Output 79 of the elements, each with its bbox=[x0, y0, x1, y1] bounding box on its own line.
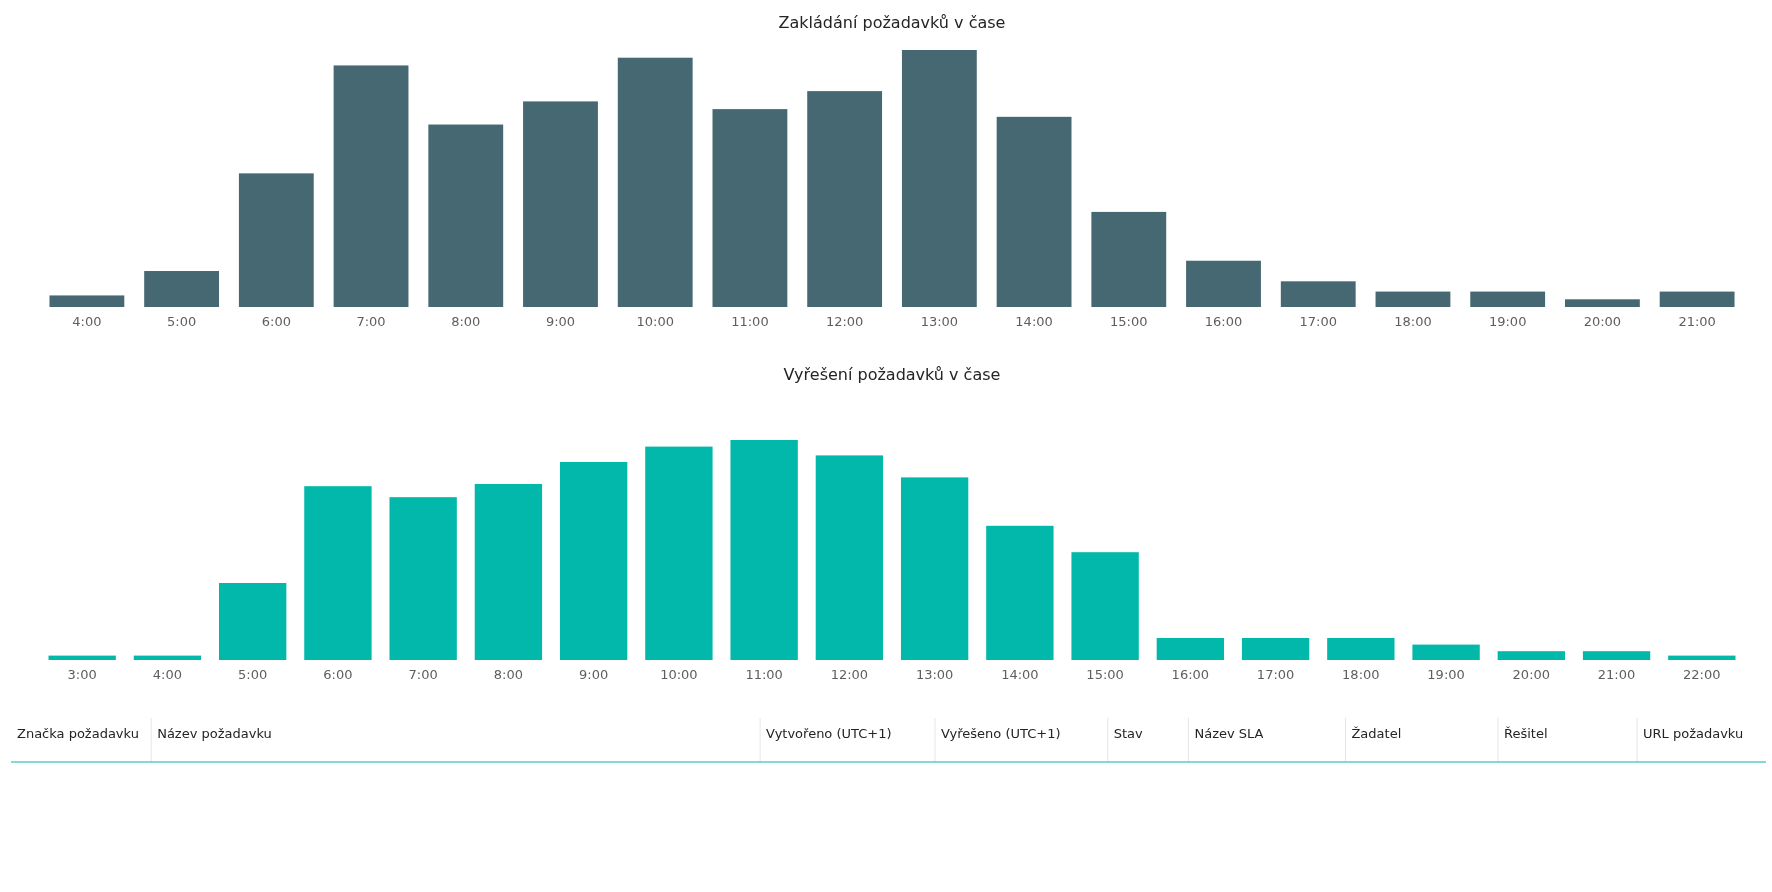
bar bbox=[144, 271, 220, 307]
x-tick-label: 19:00 bbox=[1427, 667, 1465, 683]
x-tick-label: 12:00 bbox=[825, 314, 864, 330]
x-tick-label: 11:00 bbox=[731, 314, 769, 330]
bar bbox=[133, 655, 202, 660]
bar bbox=[807, 91, 883, 307]
bar bbox=[996, 116, 1072, 307]
bar bbox=[1156, 638, 1225, 660]
bar bbox=[1241, 638, 1310, 660]
x-tick-label: 13:00 bbox=[920, 314, 959, 330]
x-tick-label: 9:00 bbox=[545, 314, 576, 330]
bar bbox=[1071, 552, 1139, 660]
bar bbox=[474, 484, 543, 660]
bar bbox=[901, 50, 977, 307]
x-tick-label: 21:00 bbox=[1678, 314, 1716, 330]
bar bbox=[428, 124, 504, 307]
bar bbox=[1470, 291, 1546, 307]
x-tick-label: 3:00 bbox=[67, 667, 97, 683]
chart-title: Zakládání požadavků v čase bbox=[778, 13, 1006, 32]
x-tick-label: 10:00 bbox=[660, 667, 698, 683]
x-tick-label: 7:00 bbox=[356, 314, 386, 330]
bar bbox=[49, 295, 125, 307]
bar bbox=[48, 655, 116, 660]
x-tick-label: 16:00 bbox=[1171, 667, 1210, 683]
x-tick-label: 14:00 bbox=[1001, 667, 1039, 683]
bar bbox=[304, 486, 372, 660]
bar bbox=[986, 525, 1054, 660]
x-tick-label: 12:00 bbox=[830, 667, 869, 683]
bar bbox=[389, 497, 457, 660]
bar bbox=[1327, 638, 1395, 660]
bar bbox=[1412, 644, 1480, 660]
x-tick-label: 15:00 bbox=[1110, 314, 1148, 330]
x-tick-label: 16:00 bbox=[1204, 314, 1243, 330]
x-tick-label: 15:00 bbox=[1086, 667, 1124, 683]
x-tick-label: 6:00 bbox=[261, 314, 291, 330]
bar bbox=[333, 65, 409, 307]
bar bbox=[1280, 281, 1356, 307]
x-tick-label: 7:00 bbox=[408, 667, 438, 683]
x-tick-label: 21:00 bbox=[1597, 667, 1636, 683]
x-tick-label: 6:00 bbox=[323, 667, 353, 683]
chart-title: Vyřešení požadavků v čase bbox=[783, 365, 1001, 384]
x-tick-label: 13:00 bbox=[915, 667, 954, 683]
bar bbox=[617, 57, 693, 307]
x-tick-label: 9:00 bbox=[579, 667, 609, 683]
x-tick-label: 14:00 bbox=[1015, 314, 1053, 330]
x-tick-label: 17:00 bbox=[1256, 667, 1295, 683]
bar bbox=[559, 462, 628, 660]
x-tick-label: 8:00 bbox=[451, 314, 481, 330]
x-tick-label: 17:00 bbox=[1299, 314, 1337, 330]
x-tick-label: 4:00 bbox=[72, 314, 102, 330]
x-tick-label: 22:00 bbox=[1683, 667, 1721, 683]
x-tick-label: 18:00 bbox=[1394, 314, 1432, 330]
bar bbox=[1497, 651, 1565, 660]
x-tick-label: 11:00 bbox=[745, 667, 783, 683]
bar bbox=[645, 446, 713, 660]
bar bbox=[1668, 655, 1736, 660]
x-tick-label: 8:00 bbox=[493, 667, 524, 683]
x-tick-label: 5:00 bbox=[238, 667, 268, 683]
x-tick-label: 5:00 bbox=[167, 314, 197, 330]
bar bbox=[238, 173, 314, 307]
bar bbox=[1375, 291, 1451, 307]
x-tick-label: 10:00 bbox=[636, 314, 674, 330]
x-tick-label: 4:00 bbox=[152, 667, 183, 683]
bar bbox=[1659, 291, 1735, 307]
table-header: Značka požadavku Název požadavku Vytvořeno (UTC+1) Vyřešeno (UTC+1) Stav Název SLA Žadatel Řešitel URL požadavku bbox=[10, 717, 1767, 763]
bar bbox=[1582, 651, 1651, 660]
x-tick-label: 18:00 bbox=[1342, 667, 1380, 683]
bar bbox=[1564, 299, 1640, 307]
bar bbox=[900, 477, 969, 660]
bar bbox=[1091, 211, 1167, 307]
x-tick-label: 20:00 bbox=[1583, 314, 1622, 330]
bar bbox=[219, 583, 287, 660]
bar bbox=[712, 109, 788, 307]
bar bbox=[523, 101, 598, 307]
bar bbox=[815, 455, 884, 660]
x-tick-label: 19:00 bbox=[1488, 314, 1527, 330]
x-tick-label: 20:00 bbox=[1512, 667, 1551, 683]
bar bbox=[730, 440, 798, 660]
bar bbox=[1186, 260, 1261, 307]
